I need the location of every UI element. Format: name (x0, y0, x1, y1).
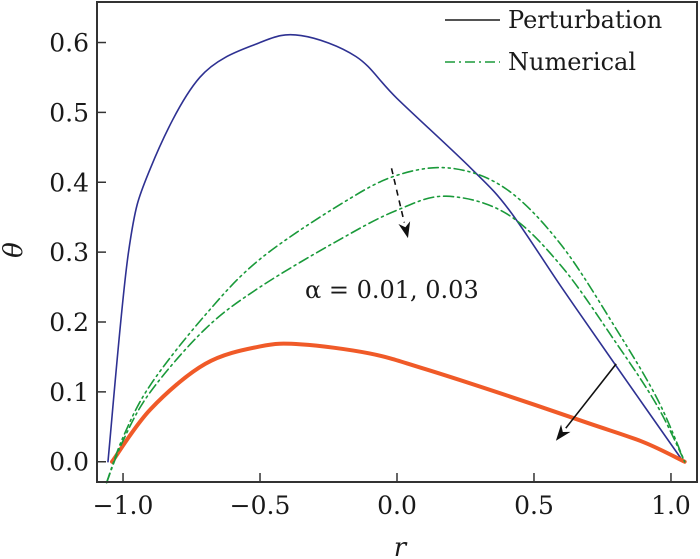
arrow-head-0 (398, 221, 411, 239)
arrow-line-0 (390, 168, 406, 223)
series-line-3 (105, 166, 686, 484)
x-axis-label: r (394, 533, 408, 559)
y-tick-label: 0.0 (49, 448, 89, 477)
x-tick-label: 1.0 (651, 491, 691, 520)
series-line-1 (110, 341, 687, 464)
arrow-head-1 (555, 424, 571, 441)
series-group (105, 33, 687, 484)
y-tick-label: 0.3 (49, 238, 89, 267)
legend-label-perturbation: Perturbation (508, 6, 662, 34)
legend-label-numerical: Numerical (508, 48, 636, 76)
arrows-group (390, 168, 617, 441)
y-tick-label: 0.2 (49, 308, 89, 337)
arrow-line-1 (565, 363, 617, 429)
annotation-alpha: α = 0.01, 0.03 (305, 276, 479, 304)
y-tick-label: 0.5 (49, 98, 89, 127)
y-axis-label: θ (0, 242, 29, 258)
x-tick-label: 0.0 (377, 491, 417, 520)
y-tick-label: 0.1 (49, 378, 89, 407)
series-line-0 (107, 33, 685, 463)
y-tick-label: 0.4 (49, 168, 89, 197)
series-line-2 (105, 195, 686, 484)
x-tick-label: −1.0 (93, 491, 154, 520)
x-tick-label: −0.5 (230, 491, 291, 520)
ticks-group: −1.0 −0.5 0.0 0.5 1.0 0.0 0.1 0.2 0.3 0.4 0.5 0.6 (49, 29, 691, 520)
y-tick-label: 0.6 (49, 29, 89, 58)
legend: Perturbation Numerical (445, 6, 662, 76)
x-tick-label: 0.5 (514, 491, 554, 520)
